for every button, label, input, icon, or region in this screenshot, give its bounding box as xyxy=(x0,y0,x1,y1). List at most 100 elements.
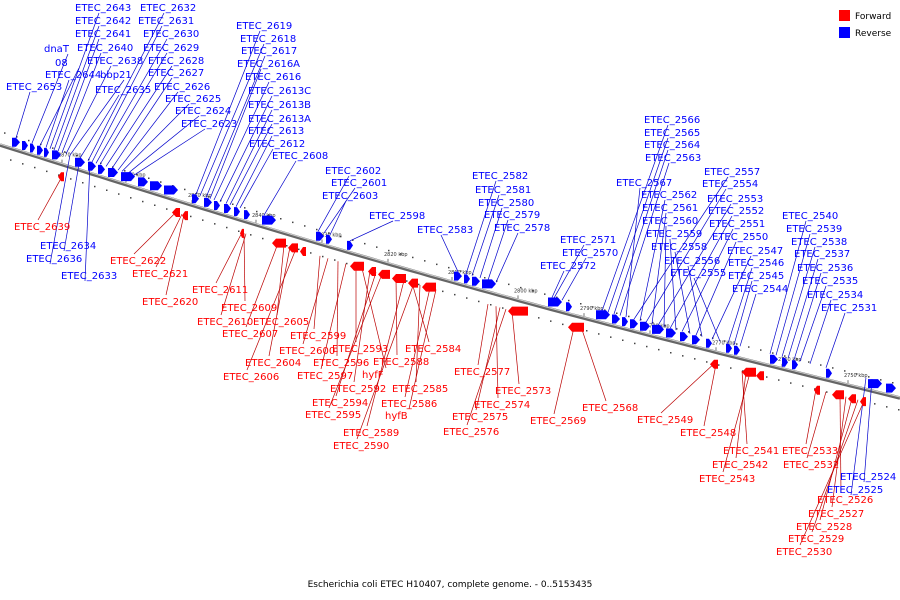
track-dot xyxy=(766,376,768,378)
leader-line xyxy=(825,312,846,368)
leader-line xyxy=(669,215,733,329)
forward-gene xyxy=(378,269,390,279)
track-dot xyxy=(814,388,816,390)
track-dot xyxy=(688,331,690,333)
reverse-gene xyxy=(596,310,610,320)
track-dot xyxy=(880,379,882,381)
track-dot xyxy=(328,232,330,234)
tick-label: 2760 kbp xyxy=(778,357,802,363)
leader-line xyxy=(117,91,179,171)
gene-label: ETEC_2590 xyxy=(333,441,389,452)
track-dot xyxy=(28,139,30,142)
track-dot xyxy=(736,343,738,345)
tick-label: 2750 kbp xyxy=(844,373,868,379)
track-dot xyxy=(334,259,336,261)
track-dot xyxy=(10,159,12,161)
leader-line xyxy=(245,243,279,328)
leader-line xyxy=(466,308,507,426)
leader-line xyxy=(353,270,371,383)
track-dot xyxy=(640,318,642,321)
track-dot xyxy=(316,228,318,231)
leader-line xyxy=(733,280,753,345)
leader-line xyxy=(320,263,347,370)
leader-line xyxy=(645,188,727,323)
reverse-gene xyxy=(792,360,798,370)
legend-reverse-swatch xyxy=(839,27,850,38)
reverse-gene xyxy=(108,168,118,177)
leader-line xyxy=(302,258,329,345)
leader-line xyxy=(465,180,497,275)
leader-line xyxy=(49,12,100,149)
leader-line xyxy=(863,379,873,483)
track-dot xyxy=(592,306,594,308)
leader-line xyxy=(657,203,732,326)
gene-label: ETEC_2538 xyxy=(791,237,847,248)
leader-line xyxy=(105,65,173,167)
track-dot xyxy=(16,136,18,138)
leader-line xyxy=(213,81,270,201)
leader-line xyxy=(49,155,71,265)
gene-label: ETEC_2599 xyxy=(290,331,346,342)
leader-line xyxy=(408,289,437,410)
reverse-gene xyxy=(692,335,700,345)
leader-line xyxy=(471,194,500,276)
leader-line xyxy=(195,30,261,195)
gene-label: ETEC_2556 xyxy=(664,256,720,267)
gene-label: ETEC_2559 xyxy=(646,229,702,240)
forward-gene xyxy=(172,208,180,217)
gene-label: ETEC_2610 xyxy=(197,317,253,328)
gene-label: ETEC_2563 xyxy=(645,153,701,164)
gene-label: hyfF xyxy=(362,370,384,381)
gene-label: ETEC_2539 xyxy=(786,224,842,235)
forward-gene xyxy=(814,385,820,395)
track-dot xyxy=(238,230,240,232)
track-dot xyxy=(604,309,606,311)
gene-label: ETEC_2575 xyxy=(452,412,508,423)
reverse-gene xyxy=(868,379,882,389)
gene-label: ETEC_2603 xyxy=(322,191,378,202)
gene-label: ETEC_2570 xyxy=(562,248,618,259)
gene-label: ETEC_2616 xyxy=(245,72,301,83)
gene-label: ETEC_2595 xyxy=(305,410,361,421)
gene-label: ETEC_2589 xyxy=(343,428,399,439)
track-dot xyxy=(310,252,312,254)
gene-label: dnaT xyxy=(44,44,70,55)
leader-line xyxy=(601,124,669,312)
leader-line xyxy=(839,395,842,494)
track-dot xyxy=(796,358,798,360)
track-dot xyxy=(226,226,228,229)
track-dot xyxy=(856,373,858,375)
reverse-gene xyxy=(326,234,332,244)
track-dot xyxy=(778,379,780,381)
forward-gene xyxy=(710,359,718,369)
track-dot xyxy=(214,223,216,225)
track-dot xyxy=(598,333,600,335)
gene-label: ETEC_2532 xyxy=(783,460,839,471)
track-dot xyxy=(184,188,186,191)
track-dot xyxy=(388,249,390,252)
leader-line xyxy=(91,25,163,163)
track-dot xyxy=(406,280,408,282)
track-dot xyxy=(760,349,762,351)
track-dot xyxy=(664,325,666,327)
axis-highlight xyxy=(0,143,900,398)
leader-line xyxy=(553,327,575,415)
track-dot xyxy=(346,262,348,265)
forward-gene xyxy=(288,243,298,253)
tick-label: 2810 kbp xyxy=(448,270,472,276)
leader-line xyxy=(84,161,91,282)
reverse-gene xyxy=(464,274,470,284)
reverse-gene xyxy=(886,383,896,393)
leader-line xyxy=(660,363,715,414)
track-dot xyxy=(844,370,846,372)
gene-label: ETEC_2608 xyxy=(272,151,328,162)
gene-label: ETEC_2580 xyxy=(478,198,534,209)
track-dot xyxy=(622,339,624,341)
leader-line xyxy=(633,176,729,320)
track-dot xyxy=(190,215,192,218)
reverse-gene xyxy=(640,321,650,331)
reverse-gene xyxy=(612,314,620,324)
gene-label: ETEC_2635 xyxy=(95,85,151,96)
leader-line xyxy=(243,233,246,302)
reverse-gene xyxy=(680,332,688,342)
